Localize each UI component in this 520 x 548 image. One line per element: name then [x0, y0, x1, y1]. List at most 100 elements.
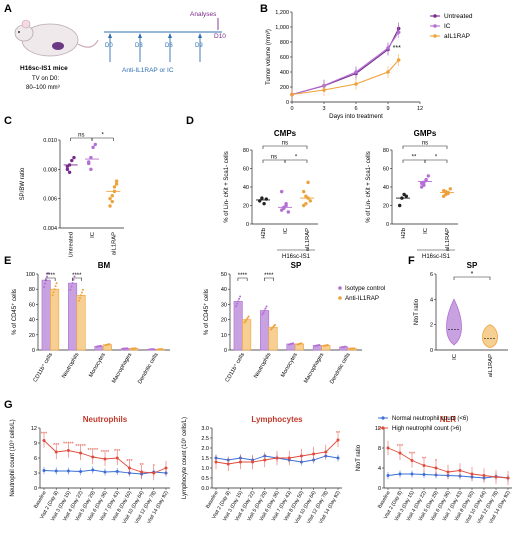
- data-point: [265, 305, 268, 308]
- significance-label: ****: [46, 273, 56, 279]
- data-point: [44, 282, 47, 285]
- data-point: [79, 294, 82, 297]
- y-tick-label: 0.010: [43, 138, 57, 144]
- legend-label: IC: [444, 23, 451, 30]
- data-point: [77, 299, 80, 302]
- legend-label: Anti-IL1RAP: [345, 295, 379, 302]
- data-point: [93, 142, 98, 147]
- bar: [233, 301, 243, 351]
- x-category-label: Dendritic cells: [137, 352, 160, 385]
- data-point: [235, 305, 238, 308]
- series-line: [291, 31, 400, 96]
- data-point: [287, 456, 291, 460]
- data-point: [470, 472, 474, 476]
- data-point: [243, 321, 246, 324]
- y-tick-label: 400: [280, 70, 289, 76]
- y-tick-label: 20: [221, 318, 227, 324]
- data-point: [302, 189, 306, 194]
- data-point: [67, 170, 72, 174]
- legend-label: High neutrophil count (>6): [392, 426, 461, 432]
- y-tick-label: 12: [31, 426, 37, 432]
- data-point: [422, 473, 426, 476]
- day-label: D6: [165, 43, 173, 49]
- panel-letter-d: D: [186, 115, 194, 127]
- data-point: [70, 158, 74, 163]
- data-point: [446, 470, 450, 474]
- data-point: [426, 174, 430, 178]
- tv-line2: 80–100 mm³: [26, 85, 60, 91]
- tv-line1: TV on D0:: [32, 76, 59, 82]
- data-point: [353, 347, 356, 350]
- data-point: [103, 457, 107, 461]
- data-point: [251, 460, 255, 464]
- data-point: [87, 161, 91, 166]
- bar: [50, 288, 60, 351]
- data-point: [89, 155, 93, 160]
- y-tick-label: 40: [243, 185, 249, 191]
- chart-title: Neutrophils: [83, 415, 128, 424]
- y-tick-label: 40: [383, 185, 389, 191]
- legend-label: aIL1RAP: [444, 33, 470, 40]
- x-axis-label: Days into treatment: [329, 113, 383, 120]
- x-category-label: aIL1RAP: [305, 228, 311, 251]
- y-tick-label: 0: [430, 348, 433, 354]
- y-tick-label: 3.0: [201, 426, 209, 432]
- y-axis-label: NtoT ratio: [356, 444, 362, 471]
- data-point: [262, 201, 266, 206]
- data-point: [53, 288, 56, 291]
- data-point: [69, 288, 72, 291]
- x-category-label: IC: [452, 354, 458, 360]
- y-tick-label: 2.5: [201, 436, 209, 442]
- significance-bracket: [284, 159, 308, 163]
- data-point: [140, 470, 144, 474]
- x-tick-label: 3: [322, 106, 325, 112]
- x-category-label: Macrophages: [303, 352, 325, 385]
- y-axis-label: % of Lin- cKit + Sca1- cells: [224, 151, 230, 223]
- data-point: [103, 470, 107, 474]
- significance-label: ****: [264, 273, 274, 279]
- significance-stars: ***: [409, 452, 416, 458]
- significance-stars: *****: [63, 442, 75, 448]
- significance-label: *: [101, 133, 104, 139]
- significance-label: ns: [78, 133, 84, 139]
- y-tick-label: 600: [280, 55, 289, 61]
- y-tick-label: 800: [280, 40, 289, 46]
- arrow-head: [108, 33, 112, 38]
- y-tick-label: 0.0: [201, 486, 209, 492]
- data-point: [398, 451, 402, 455]
- chart-title: BM: [98, 261, 111, 270]
- y-tick-label: 40: [221, 287, 227, 293]
- x-category-label: Neutrophils: [61, 352, 80, 380]
- y-tick-label: 1.5: [201, 456, 209, 462]
- y-axis-label: % of CD45⁺ cells: [11, 289, 18, 335]
- data-point: [458, 469, 462, 472]
- x-category-label: Neutrophils: [253, 352, 272, 380]
- day-label: D3: [135, 43, 143, 49]
- chart-g1: 0 3 6 9 12 Neutrophil count (10⁹ cells/L) Neut…: [9, 415, 170, 525]
- x-tick-label: 12: [417, 106, 423, 112]
- significance-stars: **: [422, 457, 427, 463]
- data-point: [54, 285, 57, 288]
- x-category-label: aIL1RAP: [111, 232, 117, 255]
- panel-letter-b: B: [260, 3, 268, 15]
- bar: [242, 319, 252, 351]
- data-point: [110, 199, 114, 204]
- y-tick-label: 60: [29, 302, 35, 308]
- y-tick-label: 1,200: [275, 10, 289, 16]
- y-tick-label: 60: [243, 167, 249, 173]
- data-point: [410, 459, 414, 462]
- significance-stars: **: [336, 431, 341, 437]
- chart-title: CMPs: [274, 129, 297, 138]
- data-point: [336, 438, 340, 442]
- bar: [68, 282, 78, 351]
- data-point: [280, 189, 284, 194]
- y-tick-label: 20: [383, 204, 389, 210]
- bar: [76, 294, 86, 351]
- data-point: [54, 450, 58, 454]
- data-point: [72, 278, 75, 281]
- y-tick-label: 40: [29, 318, 35, 324]
- legend-marker: [433, 24, 437, 28]
- data-point: [442, 189, 446, 193]
- bar: [260, 310, 270, 351]
